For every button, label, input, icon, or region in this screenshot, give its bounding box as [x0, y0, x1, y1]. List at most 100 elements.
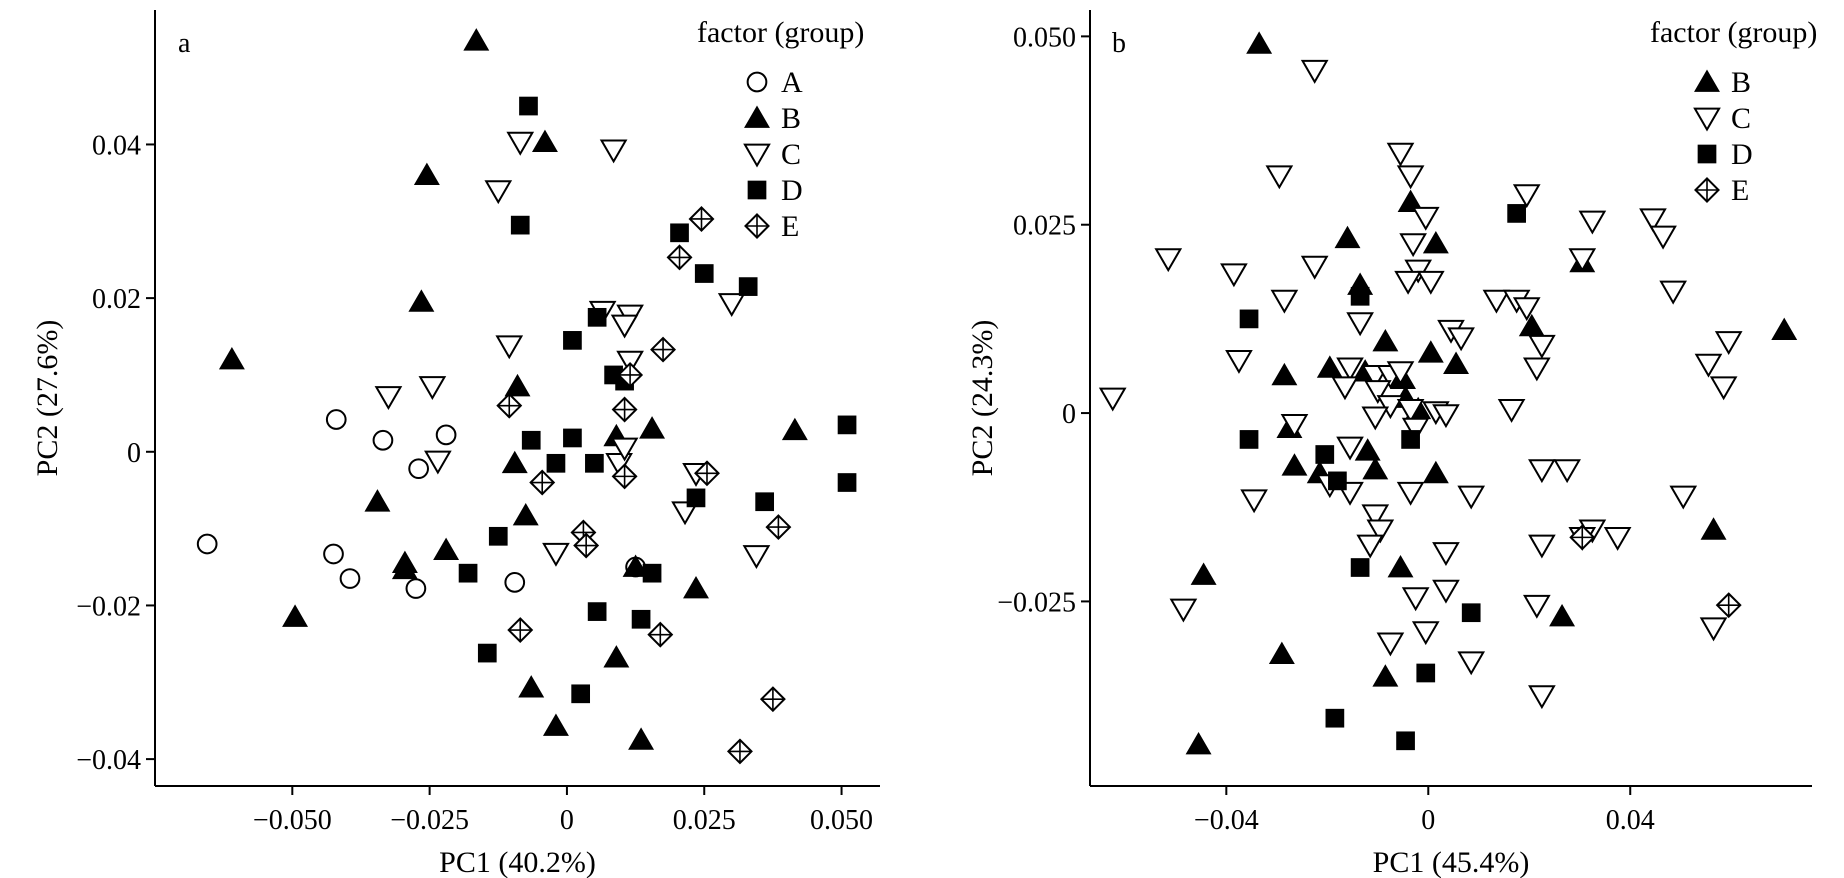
data-point-C	[1225, 349, 1253, 374]
legend-title: factor (group)	[697, 16, 864, 49]
y-tick-label: 0.025	[1013, 211, 1076, 242]
series-E	[496, 206, 792, 765]
data-point-C	[1411, 621, 1440, 646]
data-point-B	[1271, 362, 1298, 386]
data-point-B	[603, 645, 630, 668]
data-point-B	[282, 604, 309, 627]
data-point-E	[694, 460, 720, 487]
y-tick-label: 0.04	[92, 130, 141, 161]
data-point-B	[1372, 328, 1399, 352]
series-D	[458, 96, 857, 704]
data-point-D	[1396, 731, 1415, 751]
x-tick-label: 0	[1421, 805, 1435, 836]
data-point-D	[458, 563, 478, 583]
data-point-B	[1422, 460, 1449, 484]
data-point-C	[1528, 459, 1556, 484]
data-point-B	[1397, 189, 1424, 212]
data-point-C	[742, 545, 771, 570]
data-point-C	[1366, 519, 1395, 544]
data-point-B	[463, 28, 490, 51]
data-point-C	[1416, 270, 1445, 295]
data-point-C	[374, 386, 403, 411]
data-point-D	[563, 428, 582, 448]
data-point-B	[1190, 562, 1217, 585]
data-point-B	[391, 556, 418, 580]
data-point-D	[587, 307, 607, 327]
data-point-D	[1350, 558, 1370, 577]
data-point-D	[1507, 204, 1526, 223]
data-point-C	[1396, 481, 1425, 506]
data-point-D	[755, 492, 775, 512]
data-point-B	[218, 347, 245, 370]
x-tick-label: 0.050	[810, 805, 873, 836]
data-point-E	[765, 514, 792, 541]
data-point-B	[531, 129, 558, 153]
legend-label-C: C	[1731, 102, 1751, 135]
data-point-D	[642, 563, 662, 583]
data-point-C	[599, 139, 628, 164]
data-point-C	[1396, 165, 1425, 190]
data-point-B	[542, 713, 569, 736]
data-point-D	[694, 264, 714, 283]
series-B	[218, 28, 808, 750]
data-point-C	[1578, 210, 1607, 235]
data-point-B	[413, 162, 440, 186]
legend-label-C: C	[781, 138, 801, 171]
data-point-E	[496, 392, 523, 419]
data-point-C	[1482, 289, 1511, 314]
data-point-C	[1399, 233, 1427, 258]
data-point-E	[611, 396, 638, 423]
legend-marker-E	[1694, 177, 1720, 203]
data-point-E	[573, 532, 600, 559]
data-point-C	[1432, 579, 1460, 604]
data-point-B	[683, 575, 709, 599]
data-point-C	[418, 376, 447, 401]
data-point-D	[686, 488, 706, 508]
data-point-C	[1361, 406, 1390, 431]
data-point-B	[1362, 457, 1389, 480]
y-tick-label: −0.04	[76, 745, 141, 776]
data-point-C	[1361, 504, 1390, 529]
panel-tag: b	[1112, 28, 1126, 59]
data-point-D	[837, 473, 857, 492]
data-point-C	[506, 131, 535, 156]
panel-b: −0.04 0 0.04 −0.025 0 0.025 0.050 PC1 (45.4%) PC…	[966, 10, 1817, 878]
data-point-D	[1239, 430, 1259, 449]
data-point-C	[1528, 685, 1556, 710]
series-E	[1569, 524, 1742, 619]
data-point-C	[1220, 263, 1248, 288]
data-point-D	[1239, 309, 1259, 329]
x-tick-label: 0	[560, 805, 574, 836]
data-point-A	[435, 424, 457, 446]
data-point-B	[639, 416, 666, 439]
data-point-E	[666, 244, 693, 271]
data-point-B	[408, 289, 435, 312]
data-point-B	[1387, 554, 1414, 578]
data-point-C	[1401, 417, 1430, 442]
data-point-E	[650, 336, 677, 363]
data-point-C	[1411, 206, 1440, 231]
series-C	[1098, 59, 1743, 710]
data-point-C	[1457, 651, 1486, 676]
data-point-E	[529, 469, 556, 496]
data-point-D	[546, 453, 566, 473]
legend-label-B: B	[1731, 66, 1751, 99]
data-point-C	[1098, 387, 1127, 412]
data-point-C	[1154, 248, 1183, 273]
data-point-C	[1603, 527, 1632, 551]
x-tick-label: 0.04	[1606, 805, 1655, 836]
data-point-B	[1334, 225, 1361, 249]
data-point-C	[1639, 208, 1667, 233]
data-point-A	[408, 458, 429, 480]
data-point-B	[1700, 517, 1727, 540]
data-point-D	[670, 223, 689, 243]
data-point-C	[1512, 184, 1541, 209]
panel-tag: a	[178, 28, 191, 59]
data-point-C	[1331, 376, 1359, 401]
data-point-B	[1246, 31, 1273, 54]
data-point-C	[610, 314, 639, 339]
data-point-B	[512, 503, 539, 526]
legend-label-D: D	[1731, 138, 1753, 171]
data-point-D	[1416, 663, 1436, 683]
